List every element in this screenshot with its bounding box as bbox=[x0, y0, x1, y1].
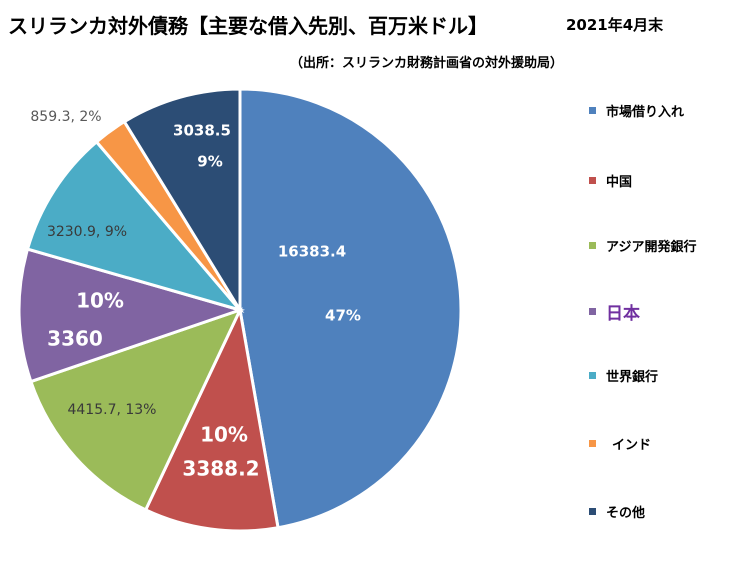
data-label-china: 10% bbox=[200, 423, 248, 447]
data-label-other: 3038.5 bbox=[173, 122, 231, 140]
legend-label: 市場借り入れ bbox=[606, 105, 685, 120]
legend-swatch bbox=[589, 242, 596, 249]
legend-swatch bbox=[589, 372, 596, 379]
pie-slice-japan bbox=[17, 247, 246, 384]
legend-swatch bbox=[589, 107, 596, 114]
legend-swatch bbox=[589, 508, 596, 515]
legend-item-market: 市場借り入れ bbox=[589, 101, 684, 120]
data-label-india: 859.3, 2% bbox=[30, 109, 101, 125]
data-label-japan: 3360 bbox=[47, 327, 103, 351]
legend-item-other: その他 bbox=[589, 502, 645, 521]
legend-label: その他 bbox=[606, 506, 646, 521]
data-label-world-bank: 3230.9, 9% bbox=[47, 224, 127, 240]
pie-slice-other bbox=[122, 87, 242, 316]
data-label-japan: 10% bbox=[76, 289, 124, 313]
pie-slice-market bbox=[238, 87, 463, 530]
legend-label: 中国 bbox=[606, 175, 633, 190]
legend-swatch bbox=[589, 308, 596, 315]
legend-item-india: インド bbox=[589, 434, 651, 453]
data-label-market: 47% bbox=[325, 307, 361, 325]
legend-item-japan: 日本 bbox=[589, 299, 640, 324]
legend-swatch bbox=[589, 177, 596, 184]
legend-item-china: 中国 bbox=[589, 171, 632, 190]
legend-label: 日本 bbox=[606, 304, 640, 324]
pie-slice-adb bbox=[28, 307, 243, 512]
legend-swatch bbox=[589, 440, 596, 447]
data-label-adb: 4415.7, 13% bbox=[67, 402, 156, 418]
legend-label: インド bbox=[612, 438, 652, 453]
chart-date: 2021年4月末 bbox=[566, 16, 664, 34]
pie-slice-world-bank bbox=[25, 139, 245, 313]
data-label-other: 9% bbox=[197, 153, 222, 171]
legend-item-adb: アジア開発銀行 bbox=[589, 236, 696, 255]
legend-label: アジア開発銀行 bbox=[606, 240, 697, 255]
legend-label: 世界銀行 bbox=[606, 370, 659, 385]
chart-title: スリランカ対外債務【主要な借入先別、百万米ドル】 bbox=[8, 14, 488, 38]
chart-source: （出所：スリランカ財務計画省の対外援助局） bbox=[290, 56, 564, 71]
legend-item-world-bank: 世界銀行 bbox=[589, 366, 658, 385]
data-label-market: 16383.4 bbox=[278, 243, 346, 261]
data-label-china: 3388.2 bbox=[182, 457, 259, 481]
pie-slice-china bbox=[143, 305, 280, 533]
